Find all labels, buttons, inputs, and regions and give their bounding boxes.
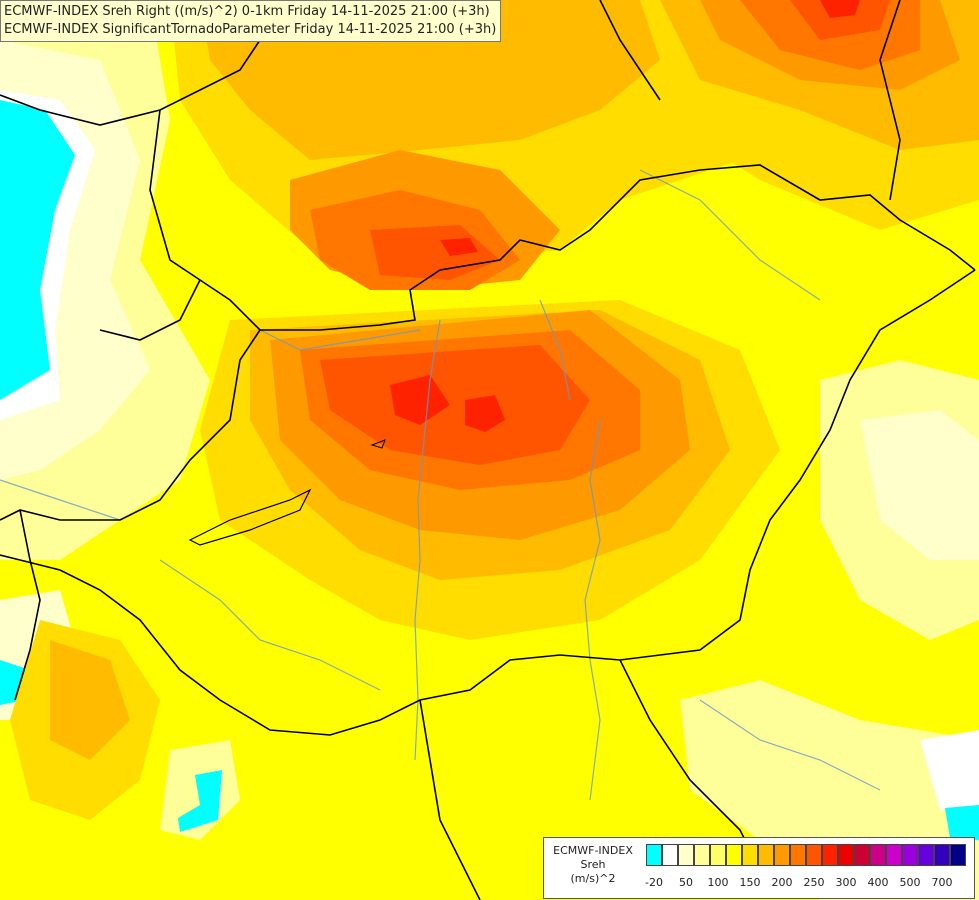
white-region-east — [860, 410, 979, 560]
cyan-region-south — [178, 770, 222, 832]
legend-tick-label: 700 — [931, 876, 953, 889]
legend-swatch — [662, 844, 678, 866]
legend-swatch — [822, 844, 838, 866]
lightorange-region-sw — [50, 640, 130, 760]
legend-tick-label: 250 — [803, 876, 825, 889]
legend-unit: (m/s)^2 — [570, 872, 616, 885]
lake-balaton — [188, 488, 312, 546]
legend-tick-label: 150 — [739, 876, 761, 889]
rivers — [0, 169, 881, 801]
cyan-region-southeast — [945, 805, 979, 840]
legend-swatch — [886, 844, 902, 866]
cyan-region-west — [0, 100, 75, 400]
legend-swatch — [918, 844, 934, 866]
legend-swatch — [742, 844, 758, 866]
legend-swatch — [726, 844, 742, 866]
legend-swatch — [694, 844, 710, 866]
lake-small — [370, 439, 386, 449]
white-region-southeast — [920, 730, 979, 810]
red-core-4 — [820, 0, 860, 18]
legend-label: ECMWF-INDEX Sreh (m/s)^2 — [544, 844, 642, 886]
legend-swatches — [646, 844, 966, 866]
legend-variable: Sreh — [580, 858, 606, 871]
legend-swatch — [902, 844, 918, 866]
legend-swatch — [710, 844, 726, 866]
legend-swatch — [934, 844, 950, 866]
red-core-2 — [465, 395, 505, 432]
legend-swatch — [774, 844, 790, 866]
title-line-stp: ECMWF-INDEX SignificantTornadoParameter … — [4, 22, 497, 37]
legend-tick-label: 200 — [771, 876, 793, 889]
legend-swatch — [678, 844, 694, 866]
legend-tick-label: 400 — [867, 876, 889, 889]
legend-swatch — [838, 844, 854, 866]
red-core-1 — [390, 375, 450, 425]
legend-tick-label: 100 — [707, 876, 729, 889]
redorange-region-ne — [790, 0, 890, 40]
red-core-3 — [440, 238, 478, 256]
legend-swatch — [854, 844, 870, 866]
legend-swatch — [806, 844, 822, 866]
legend-tick-label: 500 — [899, 876, 921, 889]
legend-swatch — [950, 844, 966, 866]
legend-model: ECMWF-INDEX — [553, 844, 633, 857]
title-line-sreh: ECMWF-INDEX Sreh Right ((m/s)^2) 0-1km F… — [4, 4, 490, 19]
color-legend: ECMWF-INDEX Sreh (m/s)^2 -20 50 100 150 200 2… — [543, 837, 975, 899]
legend-ticks: -20 50 100 150 200 250 300 400 500 700 — [645, 876, 976, 892]
legend-tick-label: 50 — [679, 876, 693, 889]
redorange-region-center — [320, 345, 590, 465]
legend-swatch — [790, 844, 806, 866]
legend-tick-label: 300 — [835, 876, 857, 889]
legend-tick-label: -20 — [645, 876, 663, 889]
legend-swatch — [758, 844, 774, 866]
legend-swatch — [870, 844, 886, 866]
legend-swatch — [646, 844, 662, 866]
map-title-box: ECMWF-INDEX Sreh Right ((m/s)^2) 0-1km F… — [0, 0, 502, 42]
